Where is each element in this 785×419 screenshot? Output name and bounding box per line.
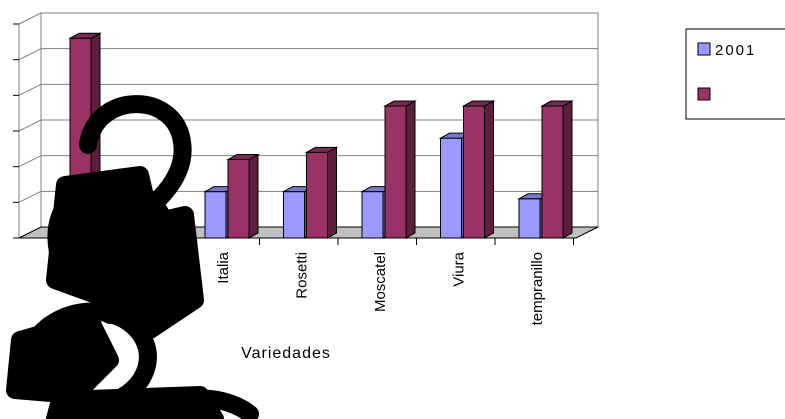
bar-front: [283, 191, 305, 239]
y-axis-front: [18, 12, 42, 25]
bar-front: [384, 105, 407, 239]
y-axis-ticks: [13, 23, 19, 239]
x-axis-title: Variedades: [241, 345, 331, 362]
bar-viura-series-2: [461, 100, 496, 239]
category-label-moscatel: Moscatel: [372, 252, 389, 312]
bar-tempranillo-series-2: [540, 100, 574, 239]
scribble-blob-3: [111, 206, 204, 339]
bar-side: [248, 153, 259, 239]
bar-top: [68, 32, 102, 39]
bar-side: [562, 100, 573, 239]
bar-side: [327, 146, 337, 239]
bars: [68, 32, 574, 239]
gridline-side: [18, 119, 42, 132]
scribble-blob-2: [6, 311, 119, 404]
legend-swatch-2001: [697, 42, 711, 56]
category-labels: Italia Rosetti Moscatel Viura tempranillo: [215, 251, 546, 325]
category-label-viura: Viura: [451, 251, 468, 286]
bar-italia-series-2: [226, 153, 260, 239]
bar-front: [518, 198, 541, 239]
bar-top: [226, 154, 260, 161]
bar-side: [405, 100, 416, 239]
bar-front: [227, 159, 250, 239]
scribble-blob-4: [46, 386, 224, 419]
x-axis-ticks: [180, 238, 574, 245]
legend: 2001: [685, 28, 785, 120]
gridline-side: [18, 155, 42, 168]
gridline-side: [18, 48, 42, 61]
bar-front: [306, 151, 328, 239]
bar-top: [304, 146, 339, 153]
bar-moscatel-series-2: [383, 100, 417, 239]
gridline-side: [18, 190, 42, 203]
legend-label-2001: 2001: [715, 42, 756, 59]
bar-front: [361, 191, 384, 239]
category-label-tempranillo: tempranillo: [529, 252, 546, 325]
gridline-side: [18, 83, 42, 96]
bar-front: [463, 105, 485, 239]
bar-top: [383, 100, 417, 107]
bar-front: [541, 105, 564, 239]
bar-rosetti-series-2: [304, 146, 339, 239]
category-label-rosetti: Rosetti: [294, 252, 311, 299]
legend-swatch-series-2: [697, 87, 711, 101]
bar-top: [540, 100, 574, 107]
bar-side: [484, 100, 494, 239]
bar-front: [440, 137, 462, 239]
category-label-italia: Italia: [215, 251, 232, 283]
obscuring-scribble: [6, 95, 259, 419]
bar-top: [461, 100, 496, 107]
bar-front: [204, 191, 227, 239]
